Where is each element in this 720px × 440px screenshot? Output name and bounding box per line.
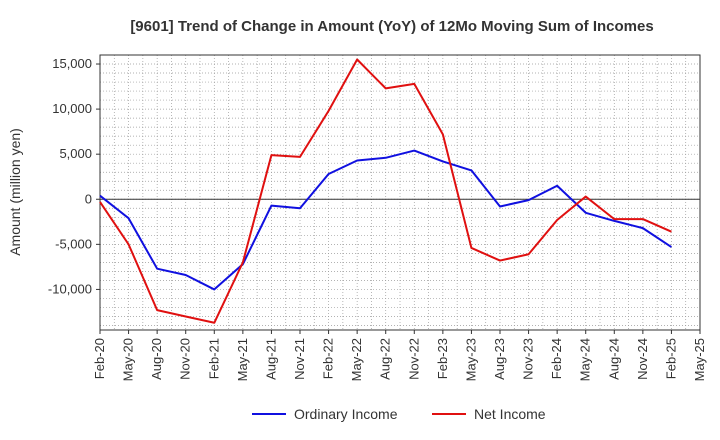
x-tick-label: Aug-24 [606,338,621,380]
x-tick-label: Nov-22 [406,338,421,380]
x-tick-label: Feb-22 [321,338,336,379]
x-tick-label: May-21 [235,338,250,381]
y-tick-label: 0 [85,191,92,206]
x-tick-label: Aug-22 [378,338,393,380]
x-tick-label: Nov-23 [521,338,536,380]
legend-label-ordinary-income: Ordinary Income [294,406,398,422]
x-tick-label: May-23 [463,338,478,381]
x-tick-label: Feb-21 [206,338,221,379]
x-tick-label: May-25 [692,338,707,381]
series-line-net-income [99,58,672,324]
x-tick-label: Aug-23 [492,338,507,380]
x-tick-label: Nov-21 [292,338,307,380]
x-tick-label: Aug-21 [263,338,278,380]
x-tick-label: Feb-23 [435,338,450,379]
series-group [99,58,672,324]
y-tick-label: -10,000 [48,281,92,296]
x-tick-label: Feb-20 [92,338,107,379]
x-tick-label: May-24 [578,338,593,381]
legend-label-net-income: Net Income [474,406,546,422]
x-tick-label: Aug-20 [149,338,164,380]
y-ticks: -10,000 -5,000 0 5,000 10,000 15,000 [48,56,100,296]
x-tick-label: Feb-24 [549,338,564,379]
x-tick-label: Nov-20 [178,338,193,380]
legend: Ordinary Income Net Income [252,406,546,422]
y-tick-label: 10,000 [52,101,92,116]
x-tick-label: Feb-25 [663,338,678,379]
x-tick-label: May-20 [121,338,136,381]
y-axis-label: Amount (million yen) [7,128,23,256]
grid [99,54,701,330]
x-tick-label: May-22 [349,338,364,381]
x-ticks: Feb-20 May-20 Aug-20 Nov-20 Feb-21 May-21 Aug-… [92,330,707,381]
x-tick-label: Nov-24 [635,338,650,380]
plot-area [99,54,701,331]
chart-title: [9601] Trend of Change in Amount (YoY) o… [130,18,653,35]
y-tick-label: 5,000 [59,146,92,161]
y-tick-label: -5,000 [55,236,92,251]
y-tick-label: 15,000 [52,56,92,71]
